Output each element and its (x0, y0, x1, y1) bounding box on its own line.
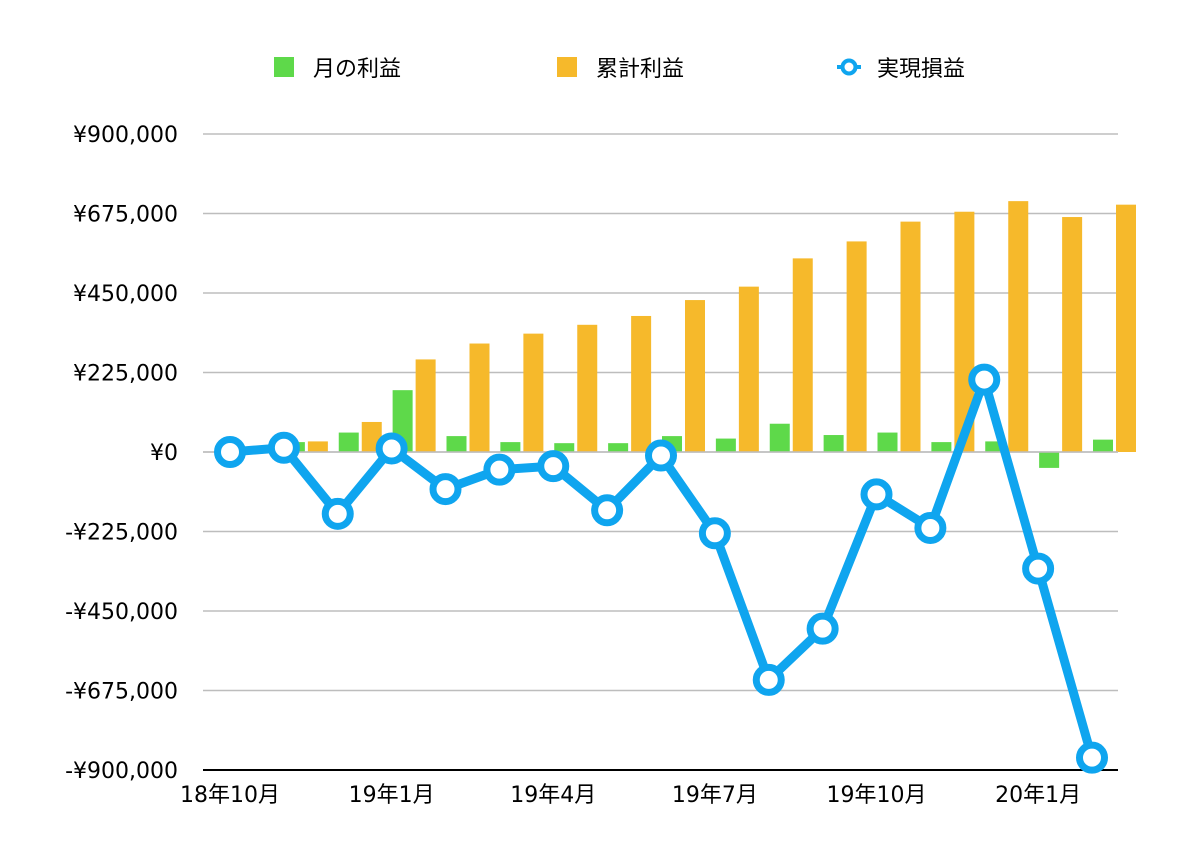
line-point (537, 450, 570, 483)
bar-cumulative-profit (792, 258, 813, 452)
line-point (1076, 741, 1108, 774)
legend-swatch (557, 57, 577, 77)
legend-swatch (274, 57, 294, 77)
y-tick-label: ¥450,000 (73, 282, 178, 307)
bar-cumulative-profit (738, 286, 759, 452)
bar-monthly-profit (1093, 439, 1113, 452)
x-tick-label: 19年4月 (510, 783, 596, 808)
legend-realized-pnl: 実現損益 (837, 57, 965, 82)
line-point (483, 453, 516, 486)
bar-cumulative-profit (1062, 217, 1083, 452)
legend-label: 累計利益 (596, 57, 684, 82)
legend-marker (840, 58, 858, 76)
bar-monthly-profit (877, 432, 898, 452)
x-tick-label: 20年1月 (995, 783, 1081, 808)
y-tick-label: ¥900,000 (73, 123, 178, 148)
line-point (698, 517, 731, 550)
line-point (429, 473, 462, 506)
legend-monthly-profit: 月の利益 (274, 57, 401, 82)
bar-cumulative-profit (1008, 201, 1029, 452)
y-tick-label: -¥450,000 (65, 600, 178, 625)
bar-cumulative-profit (469, 343, 490, 452)
bar-monthly-profit (985, 441, 1006, 452)
line-point (267, 431, 300, 464)
bar-monthly-profit (931, 442, 952, 452)
line-point (752, 663, 785, 696)
y-tick-label: -¥225,000 (65, 521, 178, 546)
bar-monthly-profit (608, 443, 629, 452)
legend: 月の利益 累計利益 実現損益 (274, 57, 965, 82)
x-axis: 18年10月 19年1月 19年4月 19年7月 19年10月 20年1月 (180, 783, 1081, 808)
bar-cumulative-profit (415, 359, 436, 452)
bar-monthly-profit (769, 423, 790, 452)
bar-cumulative-profit (307, 441, 328, 452)
y-tick-label: ¥0 (150, 441, 178, 466)
line-point (1022, 552, 1055, 585)
line-point (591, 494, 624, 527)
legend-cumulative-profit: 累計利益 (557, 57, 684, 82)
bar-monthly-profit (500, 442, 521, 452)
bar-monthly-profit (446, 436, 467, 452)
y-axis: ¥900,000 ¥675,000 ¥450,000 ¥225,000 ¥0 -¥225,… (65, 123, 178, 784)
y-tick-label: -¥675,000 (65, 680, 178, 705)
bar-cumulative-profit (685, 300, 705, 452)
line-point (806, 612, 839, 645)
bars (203, 201, 1136, 468)
bar-cumulative-profit (954, 211, 975, 452)
line-series (214, 363, 1108, 774)
bar-cumulative-profit (846, 241, 867, 452)
line-realized-pnl (225, 375, 1097, 763)
bar-cumulative-profit (577, 324, 598, 452)
bar-cumulative-profit (900, 221, 921, 452)
bar-monthly-profit (554, 443, 575, 452)
bar-monthly-profit (338, 432, 359, 452)
bar-monthly-profit (715, 438, 736, 452)
y-tick-label: ¥225,000 (73, 362, 178, 387)
x-tick-label: 19年1月 (349, 783, 435, 808)
legend-label: 実現損益 (877, 57, 965, 82)
x-tick-label: 18年10月 (180, 783, 280, 808)
line-point (645, 439, 677, 472)
x-tick-label: 19年10月 (827, 783, 927, 808)
y-tick-label: -¥900,000 (65, 759, 178, 784)
line-point (968, 363, 1001, 396)
line-point (321, 497, 354, 530)
line-point (860, 478, 893, 511)
x-tick-label: 19年7月 (672, 783, 758, 808)
line-point (375, 432, 408, 465)
line-point (914, 511, 947, 544)
bar-monthly-profit (1039, 452, 1060, 468)
line-point (214, 436, 246, 468)
bar-cumulative-profit (523, 333, 544, 452)
bar-monthly-profit (823, 435, 844, 452)
bar-cumulative-profit (1116, 204, 1136, 452)
y-tick-label: ¥675,000 (73, 203, 178, 228)
legend-label: 月の利益 (313, 57, 401, 82)
bar-cumulative-profit (631, 315, 652, 452)
